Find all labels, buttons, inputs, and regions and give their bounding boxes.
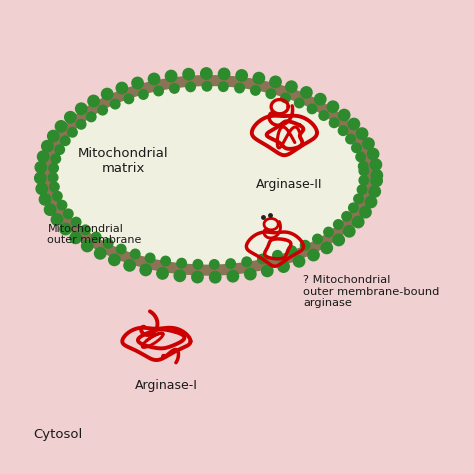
Circle shape [270,76,281,88]
Circle shape [301,87,312,98]
Circle shape [313,234,322,244]
Circle shape [55,145,64,155]
Circle shape [50,182,59,191]
Circle shape [251,86,260,95]
Circle shape [138,90,148,99]
Circle shape [55,121,67,132]
Circle shape [301,240,310,250]
Circle shape [353,216,364,228]
Circle shape [61,136,70,146]
Circle shape [183,69,194,80]
Circle shape [334,220,343,229]
Circle shape [338,126,348,136]
Circle shape [352,143,361,153]
Circle shape [161,256,170,266]
Circle shape [72,218,81,227]
Circle shape [53,191,62,201]
Circle shape [174,270,185,282]
Circle shape [154,86,164,96]
Circle shape [324,228,333,237]
Circle shape [45,204,56,215]
Text: Arginase-I: Arginase-I [135,379,197,392]
Circle shape [70,232,82,244]
Circle shape [210,272,221,283]
Circle shape [116,82,128,94]
Circle shape [146,253,155,263]
Circle shape [98,105,108,115]
Circle shape [177,258,186,268]
Circle shape [76,119,86,129]
Circle shape [342,211,351,221]
Circle shape [370,159,382,170]
Circle shape [273,251,282,260]
Ellipse shape [47,81,370,270]
Circle shape [371,175,383,186]
Circle shape [333,234,345,246]
Circle shape [57,201,67,210]
Circle shape [64,209,73,219]
Circle shape [103,238,113,248]
Circle shape [253,73,264,84]
Circle shape [360,207,371,218]
Circle shape [281,93,290,103]
Text: Mitochondrial
outer membrane: Mitochondrial outer membrane [47,224,142,246]
Circle shape [227,271,238,282]
Circle shape [358,162,368,171]
Circle shape [219,82,228,91]
Circle shape [365,196,377,208]
Circle shape [86,112,96,122]
Circle shape [327,101,338,112]
Circle shape [354,194,363,204]
Circle shape [51,214,63,225]
Circle shape [371,170,383,181]
Circle shape [226,259,236,268]
Circle shape [140,264,151,275]
Circle shape [110,100,120,109]
Circle shape [286,81,297,92]
Text: ? Mitochondrial
outer membrane-bound
arginase: ? Mitochondrial outer membrane-bound arg… [303,275,440,308]
Circle shape [124,260,135,271]
Circle shape [35,162,46,173]
Circle shape [148,73,160,85]
Circle shape [293,255,305,267]
Circle shape [157,268,168,279]
Text: Mitochondrial
matrix: Mitochondrial matrix [78,147,169,175]
Circle shape [39,194,51,205]
Circle shape [47,130,59,142]
Circle shape [356,128,368,139]
Circle shape [75,103,87,114]
Circle shape [192,272,203,283]
Circle shape [359,166,369,176]
Circle shape [35,173,46,184]
Circle shape [109,254,120,265]
Circle shape [82,240,93,252]
Circle shape [186,82,195,91]
Circle shape [262,265,273,276]
Circle shape [88,95,99,107]
Circle shape [287,246,297,255]
Circle shape [64,111,76,123]
Circle shape [91,232,101,242]
Text: Cytosol: Cytosol [33,428,82,441]
Circle shape [170,84,179,93]
Circle shape [356,152,365,162]
Circle shape [357,185,367,194]
Circle shape [219,68,230,80]
Circle shape [193,260,202,269]
Circle shape [245,268,256,280]
Circle shape [68,128,77,137]
Circle shape [359,175,368,185]
Circle shape [344,226,355,237]
Circle shape [202,82,212,91]
Text: Arginase-II: Arginase-II [256,178,322,191]
Circle shape [294,98,304,108]
Circle shape [278,261,289,272]
Circle shape [37,151,49,162]
Circle shape [130,249,140,259]
Circle shape [258,254,267,264]
Circle shape [315,93,326,105]
Circle shape [349,203,358,212]
Circle shape [210,260,219,269]
Circle shape [81,225,90,235]
